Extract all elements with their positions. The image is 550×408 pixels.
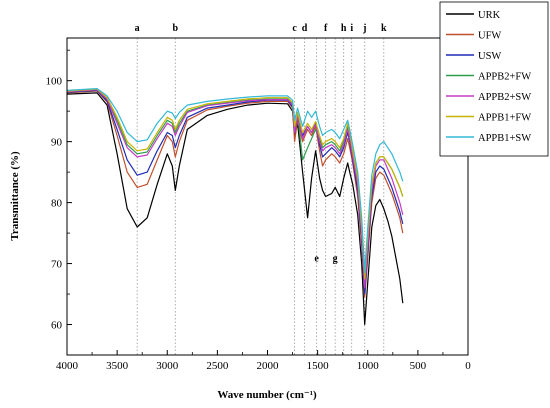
annotation-e: e	[314, 253, 319, 264]
legend-label: APPB2+SW	[478, 92, 531, 103]
legend-box	[439, 1, 549, 157]
series-line-appb1-sw	[66, 88, 404, 274]
y-tick-label: 60	[51, 320, 63, 332]
legend: URK UFW USW APPB2+FW APPB2+SW APPB1+FW APPB1+S…	[439, 1, 549, 157]
peak-label-j: j	[362, 23, 366, 34]
peak-label-f: f	[324, 23, 328, 34]
x-tick-label: 3000	[156, 360, 179, 372]
legend-label: URK	[478, 10, 501, 21]
y-tick-label: 90	[51, 137, 63, 149]
legend-label: UFW	[478, 31, 501, 42]
peak-label-a: a	[135, 23, 140, 34]
legend-label: APPB2+FW	[478, 72, 531, 83]
peak-label-c: c	[292, 23, 297, 34]
series-line-appb1-fw	[66, 88, 404, 280]
series-line-appb2-sw	[66, 89, 404, 289]
series-line-urk	[66, 92, 404, 326]
x-tick-label: 1000	[357, 360, 380, 372]
peak-label-h: h	[341, 23, 347, 34]
peak-label-d: d	[302, 23, 308, 34]
y-tick-label: 100	[46, 76, 63, 88]
peak-label-b: b	[172, 23, 178, 34]
y-axis: 60 70 80 90 100	[46, 49, 72, 356]
x-axis: 4000 3500 3000 2500 2000 1500 1000 500 0	[56, 350, 471, 372]
plot-frame	[66, 37, 469, 356]
x-tick-label: 2000	[257, 360, 280, 372]
x-tick-label: 1500	[307, 360, 330, 372]
annotation-g: g	[333, 253, 338, 264]
peak-label-k: k	[381, 23, 387, 34]
x-tick-label: 3500	[106, 360, 129, 372]
series-line-ufw	[66, 90, 404, 298]
legend-label: APPB1+SW	[478, 133, 531, 144]
legend-label: APPB1+FW	[478, 113, 531, 124]
x-axis-title: Wave number (cm⁻¹)	[217, 389, 317, 401]
legend-label: USW	[478, 51, 501, 62]
y-axis-title: Transmittance (%)	[9, 151, 21, 241]
peak-label-i: i	[350, 23, 353, 34]
x-tick-label: 500	[410, 360, 427, 372]
x-tick-label: 2500	[206, 360, 229, 372]
x-tick-label: 0	[465, 360, 471, 372]
y-tick-label: 70	[51, 259, 63, 271]
y-tick-label: 80	[51, 198, 63, 210]
x-tick-label: 4000	[56, 360, 79, 372]
series-layer	[66, 88, 404, 326]
